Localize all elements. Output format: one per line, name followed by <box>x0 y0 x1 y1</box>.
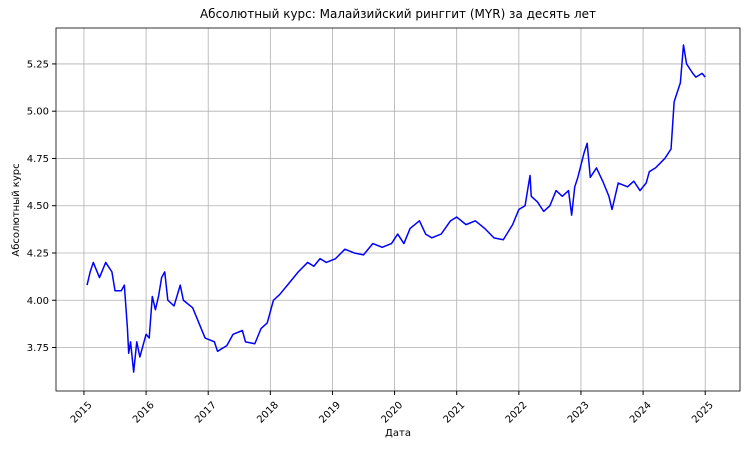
y-tick-label: 4.75 <box>27 154 49 165</box>
plot-frame <box>55 27 741 392</box>
x-tick-label: 2025 <box>690 400 716 426</box>
x-tick-label: 2018 <box>255 400 281 426</box>
x-tick-label: 2022 <box>504 400 530 426</box>
x-tick-label: 2017 <box>193 400 219 426</box>
y-axis-label: Абсолютный курс <box>11 163 22 256</box>
x-tick-label: 2015 <box>69 400 95 426</box>
y-tick-label: 4.50 <box>27 201 49 212</box>
x-axis-label: Дата <box>385 428 411 439</box>
y-tick-label: 4.25 <box>27 248 49 259</box>
y-tick-label: 4.00 <box>27 296 49 307</box>
x-tick-label: 2021 <box>442 400 468 426</box>
x-tick-label: 2020 <box>379 400 405 426</box>
x-tick-label: 2016 <box>131 400 157 426</box>
chart-title: Абсолютный курс: Малайзийский ринггит (M… <box>200 7 596 21</box>
x-tick-label: 2023 <box>566 400 592 426</box>
y-tick-label: 5.25 <box>27 59 49 70</box>
x-tick-label: 2019 <box>317 400 343 426</box>
data-line <box>86 44 706 373</box>
y-tick-label: 3.75 <box>27 343 49 354</box>
x-tick-label: 2024 <box>628 400 654 426</box>
y-tick-label: 5.00 <box>27 107 49 118</box>
